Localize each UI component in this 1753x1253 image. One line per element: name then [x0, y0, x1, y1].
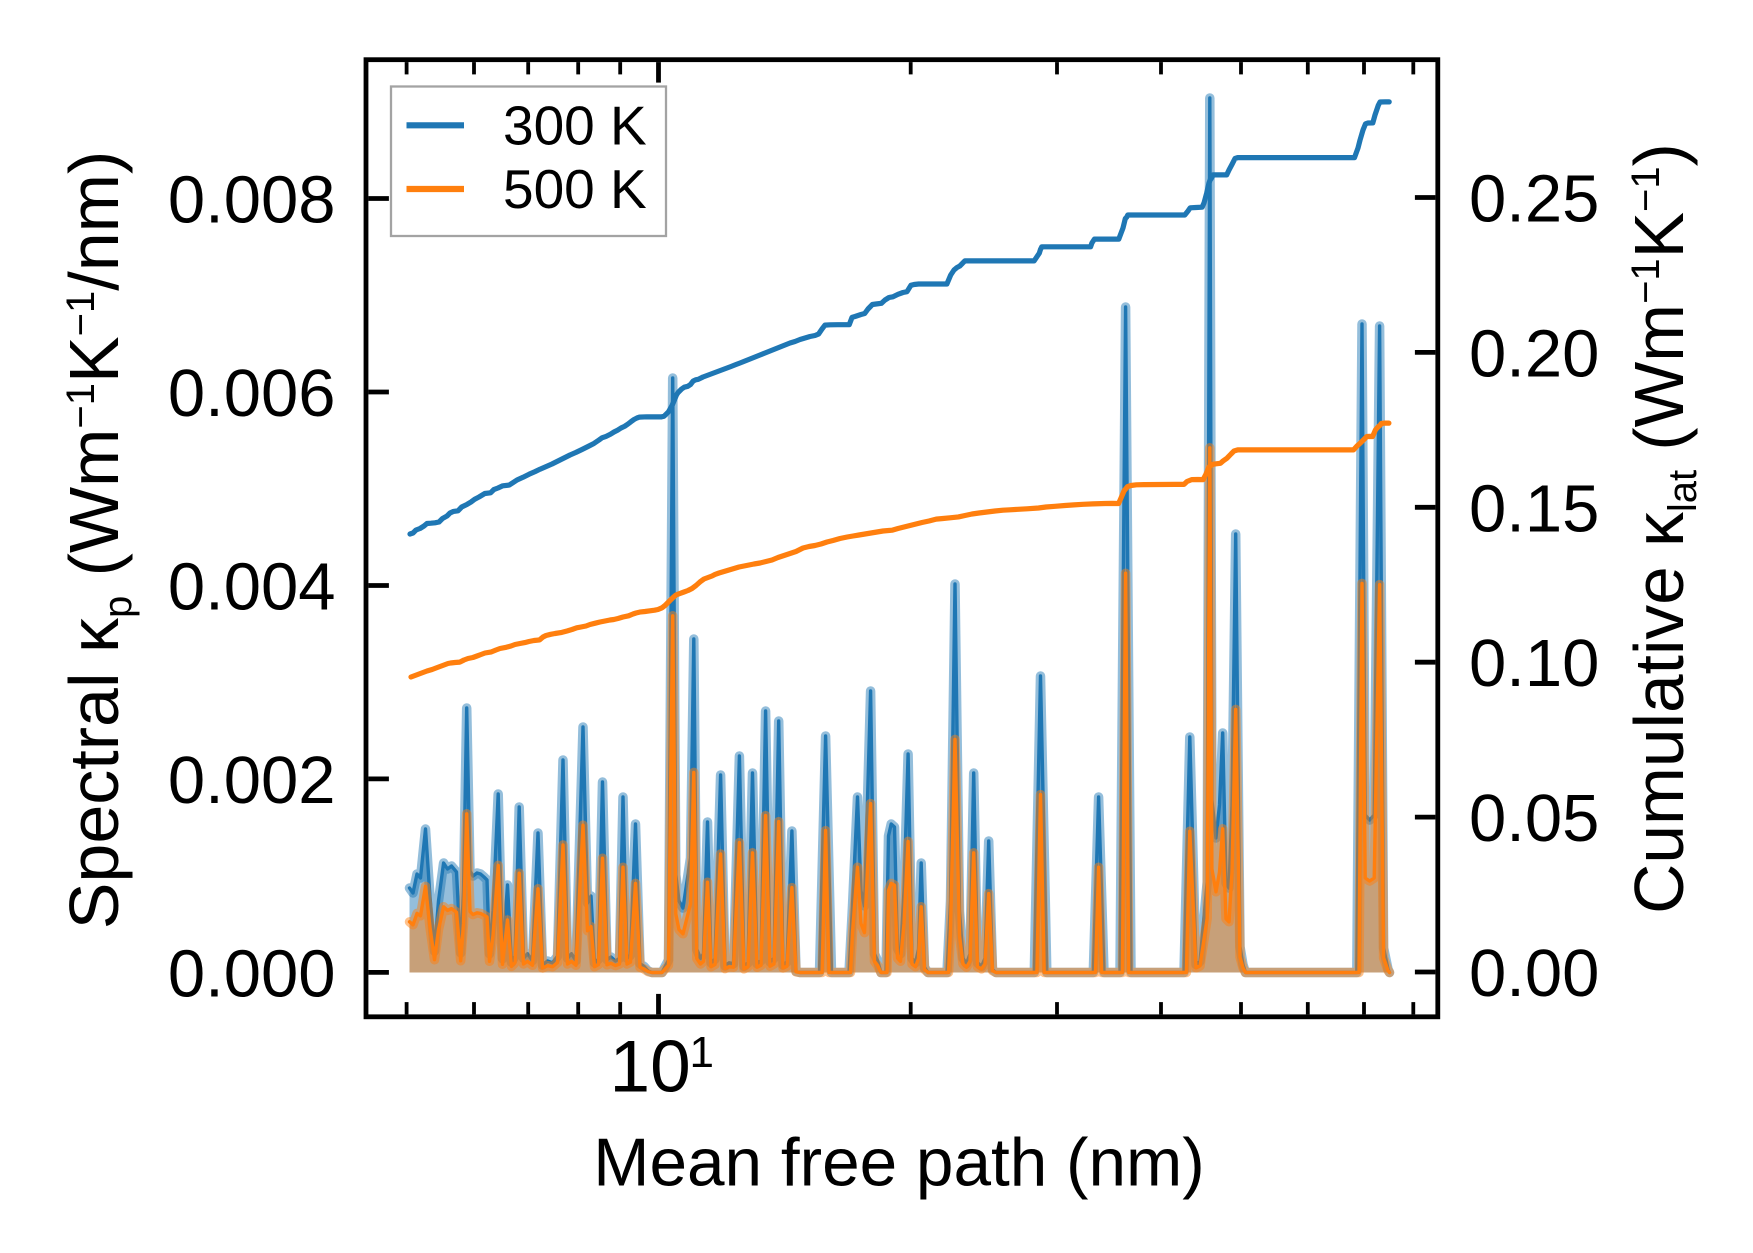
svg-text:0.004: 0.004 [168, 550, 336, 625]
svg-text:0.20: 0.20 [1469, 316, 1599, 391]
svg-text:Cumulative κlat (Wm−1K−1): Cumulative κlat (Wm−1K−1) [1620, 143, 1705, 914]
svg-text:0.00: 0.00 [1469, 936, 1599, 1011]
svg-text:0.006: 0.006 [168, 356, 336, 431]
svg-text:0.05: 0.05 [1469, 781, 1599, 856]
svg-text:0.000: 0.000 [168, 936, 336, 1011]
svg-text:0.25: 0.25 [1469, 162, 1599, 237]
svg-text:0.008: 0.008 [168, 163, 336, 238]
svg-text:300 K: 300 K [503, 95, 647, 157]
svg-text:500 K: 500 K [503, 158, 647, 220]
svg-text:10: 10 [610, 1027, 691, 1108]
svg-text:0.15: 0.15 [1469, 471, 1599, 546]
svg-text:1: 1 [690, 1028, 714, 1077]
svg-text:Spectral κp (Wm−1K−1/nm): Spectral κp (Wm−1K−1/nm) [55, 151, 140, 930]
svg-text:0.10: 0.10 [1469, 626, 1599, 701]
svg-text:0.002: 0.002 [168, 743, 336, 818]
svg-text:Mean free path (nm): Mean free path (nm) [593, 1126, 1205, 1201]
